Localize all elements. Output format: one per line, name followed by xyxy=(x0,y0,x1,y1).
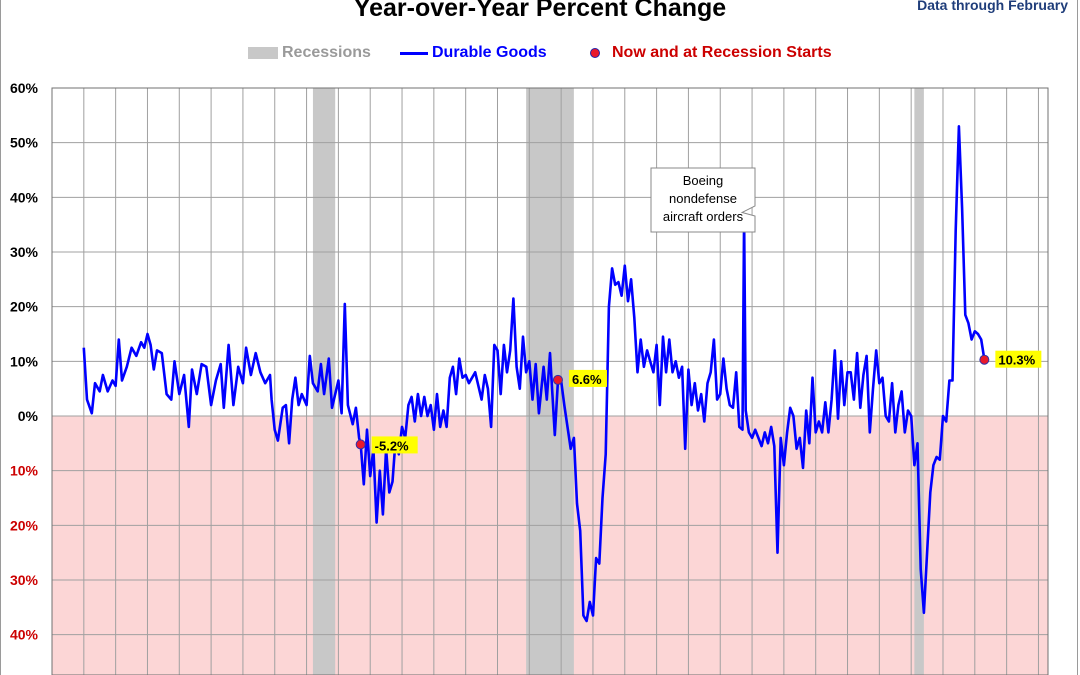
y-tick-label: 40% xyxy=(10,189,39,205)
y-tick-label: 20% xyxy=(10,517,39,533)
y-tick-label: 20% xyxy=(10,299,39,315)
legend-item-durable-goods: Durable Goods xyxy=(400,44,547,62)
plot-border xyxy=(51,87,1049,675)
annotation-text: nondefense xyxy=(669,191,737,206)
annotation-text: Boeing xyxy=(683,173,723,188)
data-label: -5.2% xyxy=(375,438,409,453)
annotation-text: aircraft orders xyxy=(663,209,744,224)
chart-title: Year-over-Year Percent Change xyxy=(353,0,727,22)
legend-item-recessions: Recessions xyxy=(248,44,371,62)
recession-band xyxy=(914,88,924,675)
legend-label-recessions: Recessions xyxy=(282,44,371,61)
data-label: 10.3% xyxy=(998,353,1035,368)
data-through-note: Data through February xyxy=(917,0,1068,13)
y-tick-label: 50% xyxy=(10,135,39,151)
recession-swatch xyxy=(248,47,278,59)
y-tick-label: 40% xyxy=(10,627,39,643)
data-label-bg xyxy=(371,436,418,454)
data-label-bg xyxy=(995,350,1042,368)
y-tick-label: 0% xyxy=(18,408,39,424)
legend-item-markers: Now and at Recession Starts xyxy=(590,44,832,62)
recession-band xyxy=(312,88,336,675)
y-tick-label: 60% xyxy=(10,80,39,96)
y-tick-label: 10% xyxy=(10,353,39,369)
recession-start-marker xyxy=(355,439,366,450)
recession-start-marker xyxy=(979,354,990,365)
y-tick-label: 10% xyxy=(10,463,39,479)
legend-label-markers: Now and at Recession Starts xyxy=(612,44,832,61)
annotation-box xyxy=(650,167,756,233)
data-label-bg xyxy=(568,369,607,387)
y-tick-label: 30% xyxy=(10,572,39,588)
durable-goods-line xyxy=(82,125,986,623)
legend-label-durable-goods: Durable Goods xyxy=(432,44,547,61)
marker-swatch xyxy=(590,48,600,58)
line-swatch xyxy=(400,51,428,55)
y-tick-label: 30% xyxy=(10,244,39,260)
recession-start-marker xyxy=(552,374,563,385)
data-label: 6.6% xyxy=(572,372,602,387)
